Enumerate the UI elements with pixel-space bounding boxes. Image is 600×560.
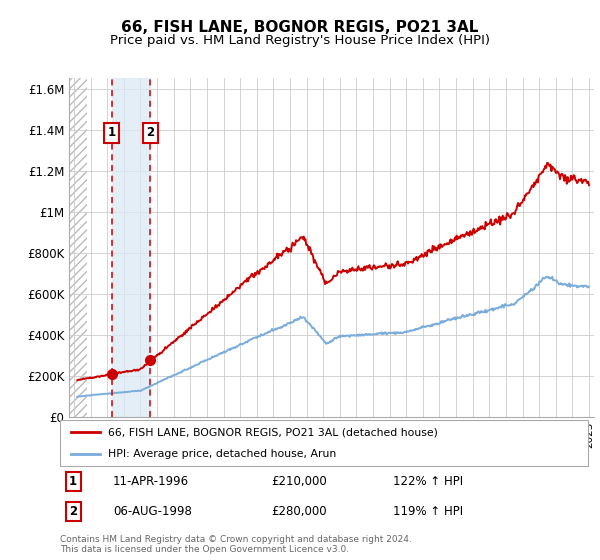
Text: 66, FISH LANE, BOGNOR REGIS, PO21 3AL: 66, FISH LANE, BOGNOR REGIS, PO21 3AL bbox=[121, 20, 479, 35]
Text: 1: 1 bbox=[108, 126, 116, 139]
Text: 11-APR-1996: 11-APR-1996 bbox=[113, 475, 189, 488]
Text: 122% ↑ HPI: 122% ↑ HPI bbox=[392, 475, 463, 488]
Text: 1: 1 bbox=[69, 475, 77, 488]
FancyBboxPatch shape bbox=[60, 420, 588, 466]
Bar bbox=[112, 78, 150, 417]
Text: £280,000: £280,000 bbox=[271, 505, 327, 518]
Text: 2: 2 bbox=[146, 126, 154, 139]
Text: 06-AUG-1998: 06-AUG-1998 bbox=[113, 505, 191, 518]
Text: £210,000: £210,000 bbox=[271, 475, 327, 488]
Bar bbox=[69, 78, 87, 417]
Text: 66, FISH LANE, BOGNOR REGIS, PO21 3AL (detached house): 66, FISH LANE, BOGNOR REGIS, PO21 3AL (d… bbox=[107, 427, 437, 437]
Text: Price paid vs. HM Land Registry's House Price Index (HPI): Price paid vs. HM Land Registry's House … bbox=[110, 34, 490, 46]
Text: Contains HM Land Registry data © Crown copyright and database right 2024.
This d: Contains HM Land Registry data © Crown c… bbox=[60, 535, 412, 554]
Text: 2: 2 bbox=[69, 505, 77, 518]
Text: HPI: Average price, detached house, Arun: HPI: Average price, detached house, Arun bbox=[107, 449, 336, 459]
Text: 119% ↑ HPI: 119% ↑ HPI bbox=[392, 505, 463, 518]
